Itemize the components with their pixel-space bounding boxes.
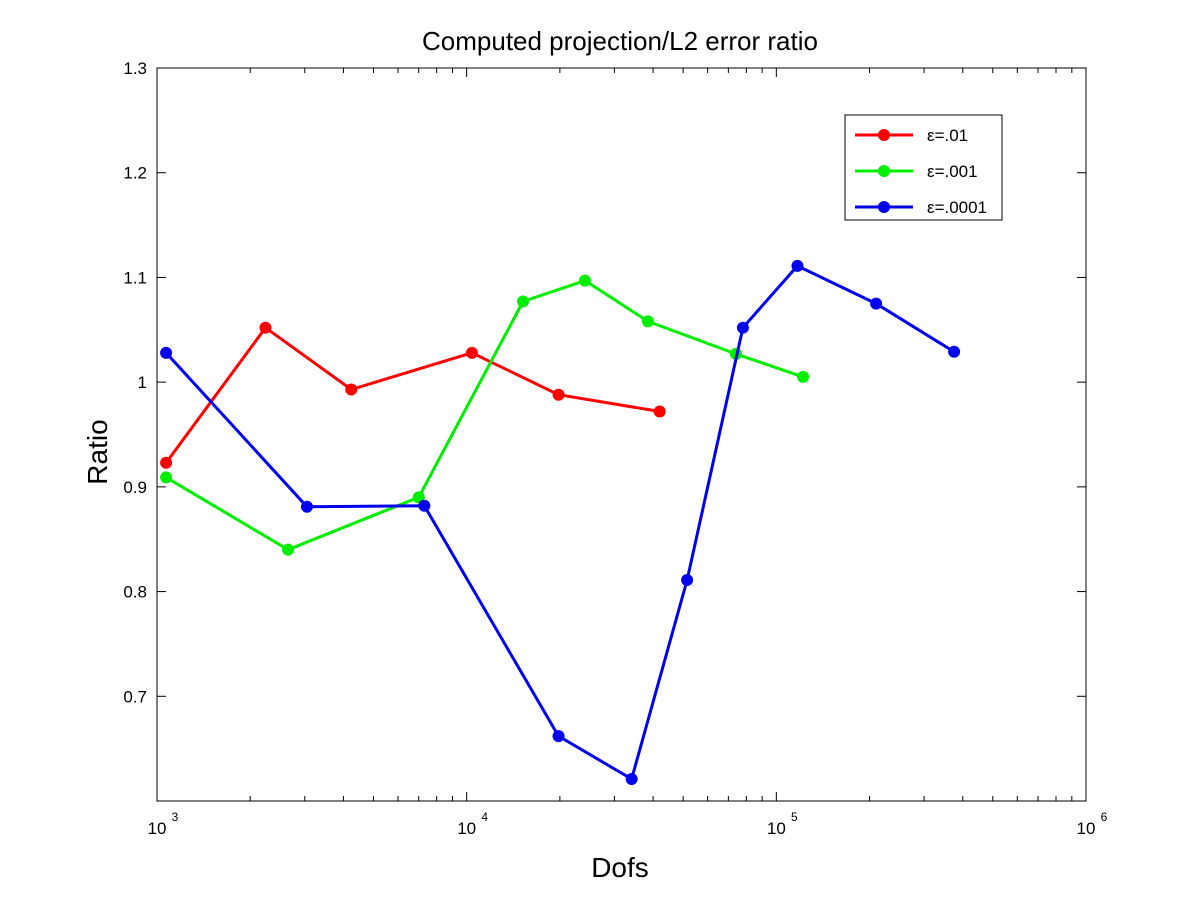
data-point <box>948 345 961 358</box>
legend-swatch-marker <box>878 129 890 141</box>
legend-swatch-marker <box>878 201 890 213</box>
x-tick-label-exponent: 6 <box>1101 810 1108 824</box>
x-tick-label-exponent: 3 <box>172 810 179 824</box>
x-tick-label-exponent: 4 <box>481 810 488 824</box>
data-point <box>259 321 272 334</box>
x-tick-label-base: 10 <box>1077 819 1096 838</box>
legend-label: ε=.0001 <box>927 198 987 217</box>
data-point <box>653 405 666 418</box>
data-point <box>736 321 749 334</box>
y-axis-label: Ratio <box>82 419 113 484</box>
data-point <box>418 499 431 512</box>
x-tick-label-base: 10 <box>457 819 476 838</box>
data-point <box>578 274 591 287</box>
axis-ticks <box>156 67 1087 801</box>
data-point <box>641 315 654 328</box>
legend-label: ε=.001 <box>927 162 978 181</box>
x-tick-label-base: 10 <box>148 819 167 838</box>
data-point <box>791 259 804 272</box>
data-point <box>681 574 694 587</box>
data-point <box>160 471 173 484</box>
data-point <box>465 346 478 359</box>
series-0 <box>160 321 666 469</box>
x-tick-label-base: 10 <box>767 819 786 838</box>
plot-area-frame <box>156 67 1087 802</box>
data-point <box>552 388 565 401</box>
y-tick-label: 0.7 <box>123 687 147 706</box>
x-tick-label-exponent: 5 <box>791 810 798 824</box>
data-point <box>516 295 529 308</box>
y-tick-label: 1 <box>138 373 147 392</box>
series-line <box>164 326 660 464</box>
data-point <box>160 456 173 469</box>
axis-tick-labels: 0.7 0.8 0.9 1 1.1 1.2 1.3 10 3 10 4 10 5 10 6 <box>123 59 1107 838</box>
y-tick-label: 0.8 <box>123 583 147 602</box>
legend-label: ε=.01 <box>927 126 968 145</box>
data-point <box>345 383 358 396</box>
data-point <box>870 297 883 310</box>
y-tick-label: 0.9 <box>123 478 147 497</box>
data-point <box>300 500 313 513</box>
data-point <box>625 773 638 786</box>
data-point <box>282 543 295 556</box>
y-tick-label: 1.2 <box>123 164 147 183</box>
chart-title: Computed projection/L2 error ratio <box>422 26 818 56</box>
data-point <box>797 370 810 383</box>
legend: ε=.01 ε=.001 ε=.0001 <box>844 114 1003 221</box>
legend-swatch-marker <box>878 165 890 177</box>
series-2 <box>160 259 961 786</box>
data-point <box>160 346 173 359</box>
y-tick-label: 1.1 <box>123 268 147 287</box>
y-tick-label: 1.3 <box>123 59 147 78</box>
series-line <box>164 264 955 781</box>
series-line <box>165 279 804 552</box>
data-point <box>552 730 565 743</box>
series-layer <box>160 259 961 786</box>
x-axis-label: Dofs <box>591 852 649 883</box>
legend-box <box>844 114 1003 221</box>
